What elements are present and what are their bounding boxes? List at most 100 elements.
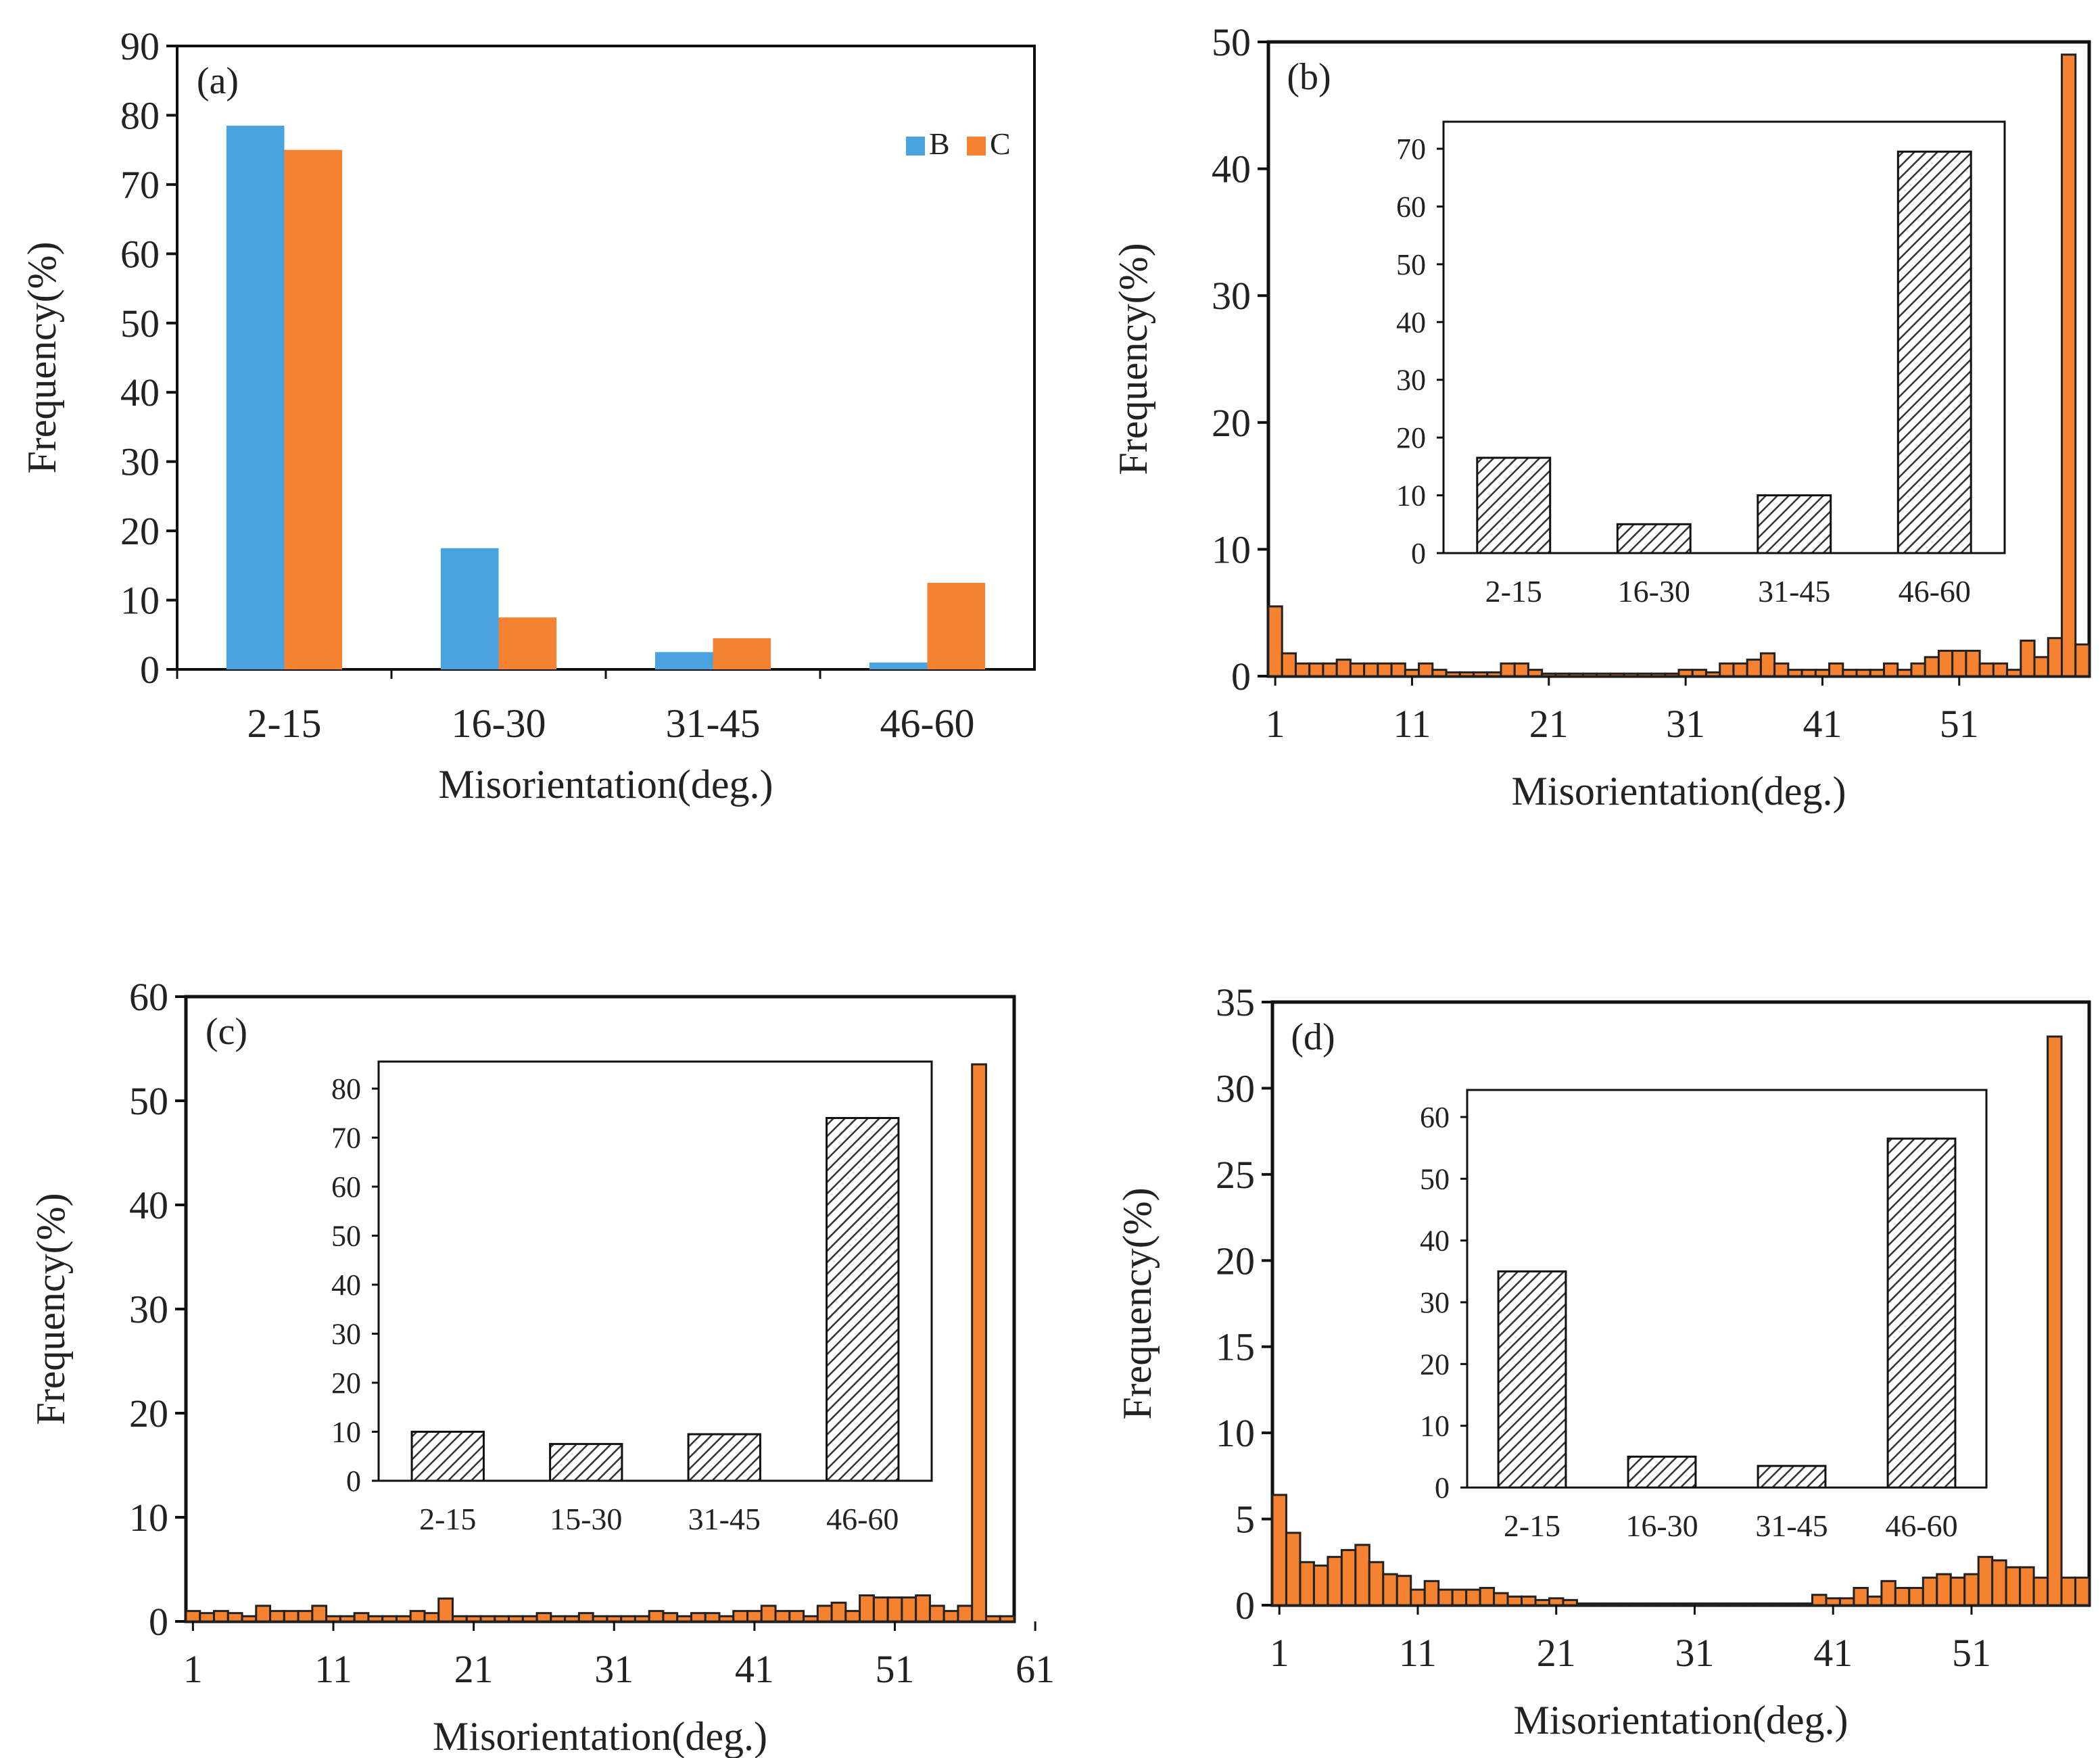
histogram-bar — [1853, 1587, 1869, 1607]
panel-d: (d)05101520253035Frequency(%)Misorientat… — [1115, 980, 2091, 1742]
x-tick-label: 1 — [1270, 1631, 1289, 1675]
inset-y-tick-label: 40 — [1420, 1225, 1450, 1258]
histogram-bar — [1423, 1579, 1440, 1607]
histogram-bar — [718, 1615, 735, 1623]
y-tick-label: 35 — [1216, 980, 1255, 1024]
inset-bar — [826, 1117, 900, 1482]
histogram-bar — [367, 1615, 384, 1623]
histogram-bar — [620, 1615, 636, 1623]
inset-bar — [1616, 523, 1692, 554]
histogram-bar — [1312, 1564, 1329, 1607]
x-tick-label: 61 — [1016, 1647, 1055, 1691]
histogram-bar — [1937, 649, 1954, 678]
x-tick-label: 21 — [1529, 702, 1569, 746]
histogram-bar — [1880, 1579, 1896, 1607]
inset-x-tick-label: 15-30 — [550, 1502, 622, 1536]
histogram-bar — [1623, 672, 1639, 678]
histogram-bar — [1431, 669, 1448, 678]
histogram-bar — [550, 1615, 567, 1623]
inset-x-tick-label: 46-60 — [826, 1502, 899, 1536]
x-axis-label: Misorientation(deg.) — [1514, 1698, 1848, 1742]
bar-b — [869, 662, 928, 669]
histogram-bar — [803, 1615, 819, 1623]
histogram-bar — [592, 1615, 608, 1623]
histogram-bar — [1855, 669, 1871, 678]
inset-x-tick-label: 2-15 — [1485, 574, 1542, 609]
histogram-bar — [634, 1615, 650, 1623]
histogram-bar — [760, 1605, 777, 1623]
histogram-bar — [199, 1612, 216, 1623]
histogram-bar — [1294, 662, 1311, 678]
y-tick-label: 30 — [1216, 1066, 1255, 1110]
histogram-bar — [1664, 672, 1680, 678]
histogram-bar — [1797, 1602, 1814, 1607]
histogram-bar — [1465, 1588, 1481, 1607]
histogram-bar — [1363, 662, 1379, 678]
legend-swatch-b — [906, 137, 925, 156]
histogram-bar — [2060, 1576, 2077, 1607]
inset-bar — [1757, 1465, 1827, 1489]
histogram-bar — [1308, 662, 1325, 678]
histogram-bar — [915, 1594, 931, 1623]
histogram-bar — [1645, 1602, 1661, 1607]
y-tick-label: 60 — [129, 975, 168, 1019]
inset-y-tick-label: 0 — [346, 1465, 361, 1498]
inset-x-tick-label: 31-45 — [688, 1502, 761, 1536]
x-tick-label: 41 — [1803, 702, 1842, 746]
histogram-bar — [1759, 652, 1776, 678]
inset-x-tick-label: 2-15 — [1504, 1508, 1560, 1543]
histogram-bar — [353, 1612, 370, 1623]
histogram-bar — [1596, 672, 1612, 678]
y-tick-label: 40 — [129, 1183, 168, 1227]
x-tick-label: 31 — [1675, 1631, 1714, 1675]
histogram-bar — [1742, 1602, 1759, 1607]
histogram-bar — [1327, 1556, 1343, 1607]
histogram-bar — [1534, 1598, 1550, 1607]
histogram-bar — [774, 1610, 791, 1623]
histogram-bar — [1866, 1595, 1883, 1607]
histogram-bar — [942, 1610, 959, 1623]
histogram-bar — [564, 1615, 580, 1623]
inset-y-tick-label: 10 — [1396, 479, 1426, 513]
x-tick-label: 16-30 — [452, 701, 546, 746]
histogram-bar — [1784, 1602, 1800, 1607]
histogram-bar — [1658, 1602, 1675, 1607]
histogram-bar — [1756, 1602, 1772, 1607]
x-axis-label: Misorientation(deg.) — [1512, 769, 1846, 813]
panel-label: (d) — [1291, 1016, 1335, 1058]
y-tick-label: 40 — [120, 371, 160, 414]
x-tick-label: 31 — [594, 1647, 634, 1691]
inset-bar — [687, 1433, 761, 1482]
panel-label: (b) — [1287, 56, 1331, 98]
bar-b — [654, 652, 713, 669]
histogram-bar — [732, 1610, 749, 1623]
inset-chart: 0 10 20 30 40 50 60 70 80 2-15 15-30 31-45 46-60 — [331, 1060, 933, 1536]
histogram-bar — [1568, 672, 1584, 678]
inset-y-tick-label: 60 — [1420, 1101, 1450, 1134]
histogram-bar — [213, 1610, 229, 1623]
inset-bar — [410, 1431, 485, 1482]
legend-label-c: C — [990, 126, 1011, 161]
histogram-bar — [1354, 1544, 1370, 1607]
inset-x-tick-label: 46-60 — [1885, 1508, 1957, 1543]
y-tick-label: 20 — [120, 509, 160, 553]
histogram-bar — [1977, 1556, 1994, 1607]
histogram-bar — [1506, 1595, 1523, 1607]
x-tick-label: 51 — [1952, 1631, 1991, 1675]
histogram-bar — [1769, 1602, 1786, 1607]
x-axis-label: Misorientation(deg.) — [439, 762, 773, 807]
inset-y-tick-label: 20 — [1396, 421, 1426, 454]
histogram-bar — [1686, 1602, 1703, 1607]
histogram-bar — [1992, 662, 2009, 678]
x-tick-label: 11 — [314, 1647, 352, 1691]
y-axis-label: Frequency(%) — [20, 241, 64, 473]
inset-x-tick-label: 31-45 — [1755, 1508, 1828, 1543]
histogram-bar — [226, 1612, 243, 1623]
y-tick-label: 30 — [129, 1287, 168, 1331]
histogram-bar — [1590, 1602, 1606, 1607]
histogram-bar — [999, 1615, 1016, 1623]
inset-y-tick-label: 20 — [331, 1367, 361, 1400]
histogram-bar — [1691, 669, 1707, 678]
histogram-bar — [662, 1612, 679, 1623]
